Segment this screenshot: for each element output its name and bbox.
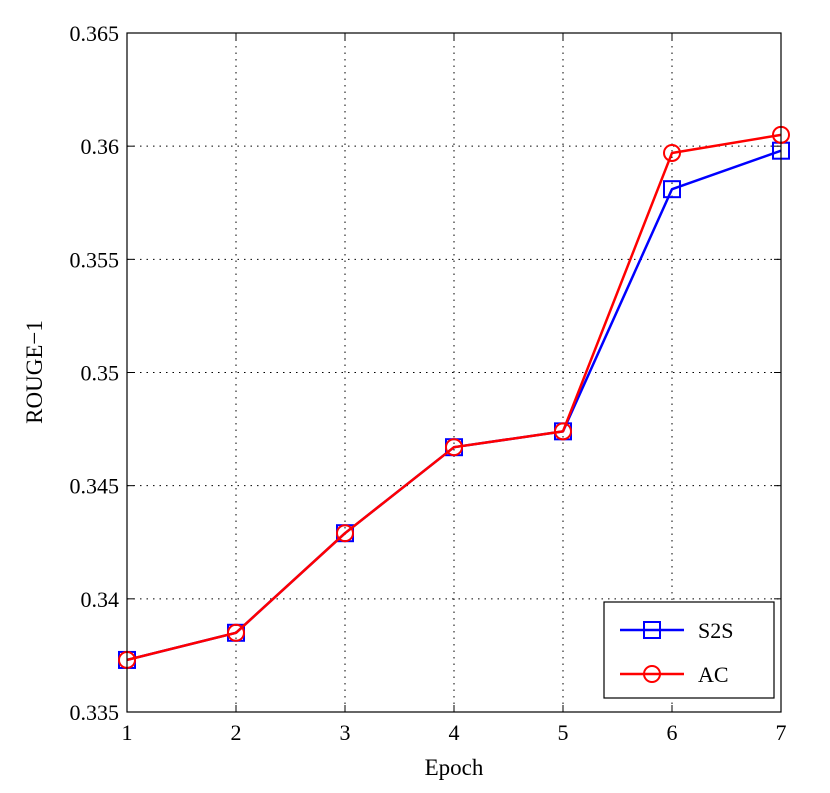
data-point-ac — [554, 422, 572, 441]
grid — [127, 33, 781, 712]
x-tick-label: 6 — [667, 720, 678, 745]
y-tick-label: 0.335 — [70, 700, 120, 725]
legend-marker-ac — [643, 665, 661, 683]
x-tick-label: 1 — [122, 720, 133, 745]
data-point-ac — [663, 143, 681, 162]
data-point-s2s — [663, 180, 681, 199]
legend-label-ac: AC — [698, 662, 729, 687]
y-tick-label: 0.34 — [81, 587, 120, 612]
x-tick-label: 7 — [776, 720, 787, 745]
y-tick-label: 0.365 — [70, 21, 120, 46]
y-axis-label: ROUGE−1 — [22, 320, 47, 424]
series-layer — [118, 125, 790, 669]
x-tick-label: 4 — [449, 720, 460, 745]
ticks: 1 2 3 4 5 6 7 0.335 0.34 0.345 0.35 0.355 0.36 0.365 — [70, 21, 787, 745]
series-line-ac — [126, 133, 782, 662]
x-axis-label: Epoch — [425, 755, 484, 780]
y-tick-label: 0.35 — [81, 361, 120, 386]
x-tick-label: 5 — [558, 720, 569, 745]
data-point-ac — [336, 524, 354, 543]
y-tick-label: 0.36 — [81, 134, 120, 159]
x-tick-label: 2 — [231, 720, 242, 745]
legend: S2S AC — [603, 601, 775, 699]
y-tick-label: 0.355 — [70, 247, 120, 272]
data-point-ac — [445, 438, 463, 457]
y-tick-label: 0.345 — [70, 474, 120, 499]
legend-box — [603, 601, 775, 699]
x-tick-label: 3 — [340, 720, 351, 745]
data-point-ac — [227, 623, 245, 642]
legend-marker-s2s — [643, 621, 661, 639]
series-ac — [118, 125, 790, 669]
legend-label-s2s: S2S — [698, 618, 733, 643]
